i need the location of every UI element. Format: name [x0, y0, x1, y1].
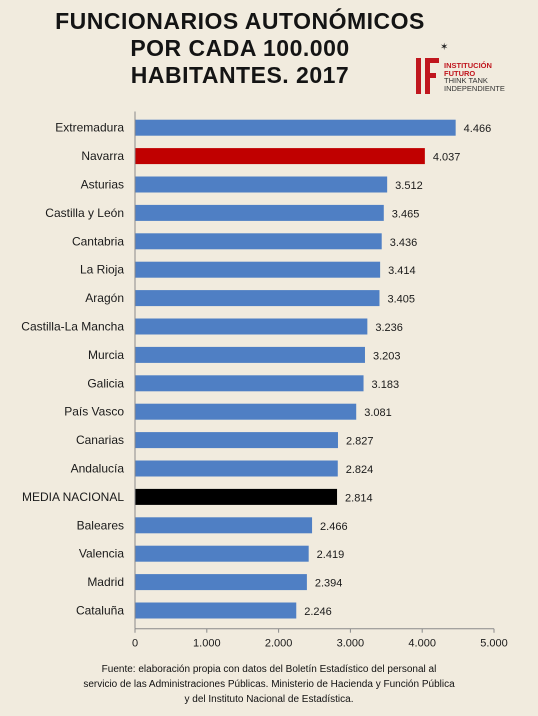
category-label: La Rioja	[80, 263, 124, 277]
data-label: 2.824	[346, 464, 374, 476]
data-label: 2.394	[315, 578, 343, 590]
data-label: 3.436	[390, 237, 418, 249]
logo-line-3: THINK TANK	[444, 76, 488, 85]
logo-mark-icon	[416, 58, 439, 94]
category-label: Aragón	[85, 291, 124, 305]
chart-title-line-3: HABITANTES. 2017	[130, 62, 350, 88]
logo-line-2: FUTURO	[444, 68, 476, 78]
x-tick-label: 1.000	[193, 638, 221, 650]
bar	[135, 119, 456, 136]
logo-text: INSTITUCIÓN FUTURO THINK TANK INDEPENDIE…	[444, 62, 505, 92]
data-label: 2.814	[345, 492, 373, 504]
category-label: MEDIA NACIONAL	[22, 490, 124, 504]
category-label: Canarias	[76, 433, 124, 447]
bar	[135, 318, 368, 335]
bar	[135, 517, 313, 534]
star-icon: ✶	[440, 42, 449, 53]
x-tick-label: 5.000	[480, 638, 508, 650]
source-line-3: y del Instituto Nacional de Estadística.	[184, 694, 354, 705]
category-label: País Vasco	[64, 405, 124, 419]
bar	[135, 148, 425, 165]
logo-line-1: INSTITUCIÓN	[444, 61, 492, 70]
chart-title: FUNCIONARIOS AUTONÓMICOS POR CADA 100.00…	[20, 8, 460, 89]
category-label: Murcia	[88, 348, 124, 362]
x-tick-label: 0	[132, 638, 138, 650]
source-footnote: Fuente: elaboración propia con datos del…	[20, 662, 518, 707]
category-label: Andalucía	[71, 462, 125, 476]
category-label: Valencia	[79, 547, 124, 561]
bar	[135, 261, 381, 278]
category-label: Cantabria	[72, 234, 124, 248]
bar	[135, 574, 307, 591]
x-tick-label: 4.000	[408, 638, 436, 650]
x-tick-label: 2.000	[265, 638, 293, 650]
bar	[135, 460, 338, 477]
category-label: Castilla y León	[45, 206, 124, 220]
bar	[135, 204, 384, 221]
data-label: 4.466	[464, 123, 492, 135]
category-label: Asturias	[81, 178, 124, 192]
bar	[135, 346, 365, 363]
x-tick-label: 3.000	[337, 638, 365, 650]
data-label: 3.203	[373, 350, 401, 362]
category-label: Cataluña	[76, 604, 124, 618]
data-label: 2.246	[304, 606, 332, 618]
bar	[135, 488, 338, 505]
institucion-futuro-logo: ✶ INSTITUCIÓN FUTURO THINK TANK INDEPEND…	[412, 42, 522, 98]
chart-title-line-2: POR CADA 100.000	[130, 35, 350, 61]
category-label: Extremadura	[55, 121, 124, 135]
data-label: 2.419	[317, 549, 345, 561]
logo-line-4: INDEPENDIENTE	[444, 83, 505, 93]
category-label: Navarra	[81, 149, 124, 163]
source-line-1: Fuente: elaboración propia con datos del…	[101, 664, 437, 675]
data-label: 3.465	[392, 208, 420, 220]
bar	[135, 290, 380, 307]
bar	[135, 375, 364, 392]
data-label: 3.081	[364, 407, 392, 419]
chart-title-line-1: FUNCIONARIOS AUTONÓMICOS	[55, 8, 425, 34]
data-label: 3.236	[375, 322, 403, 334]
category-label: Baleares	[77, 518, 124, 532]
data-label: 4.037	[433, 152, 461, 164]
category-label: Castilla-La Mancha	[21, 320, 124, 334]
bar	[135, 432, 338, 449]
category-label: Galicia	[87, 376, 124, 390]
data-label: 3.405	[387, 294, 415, 306]
data-label: 2.466	[320, 521, 348, 533]
data-label: 3.183	[372, 379, 400, 391]
bar	[135, 403, 357, 420]
data-label: 3.512	[395, 180, 423, 192]
data-label: 2.827	[346, 436, 374, 448]
bar	[135, 233, 382, 250]
category-label: Madrid	[87, 575, 124, 589]
bar	[135, 545, 309, 562]
data-label: 3.414	[388, 265, 416, 277]
bar	[135, 602, 297, 619]
bar-chart: Extremadura 4.466 Navarra 4.037 Asturias 3.51…	[21, 111, 508, 650]
source-line-2: servicio de las Administraciones Pública…	[83, 679, 455, 690]
bar	[135, 176, 388, 193]
